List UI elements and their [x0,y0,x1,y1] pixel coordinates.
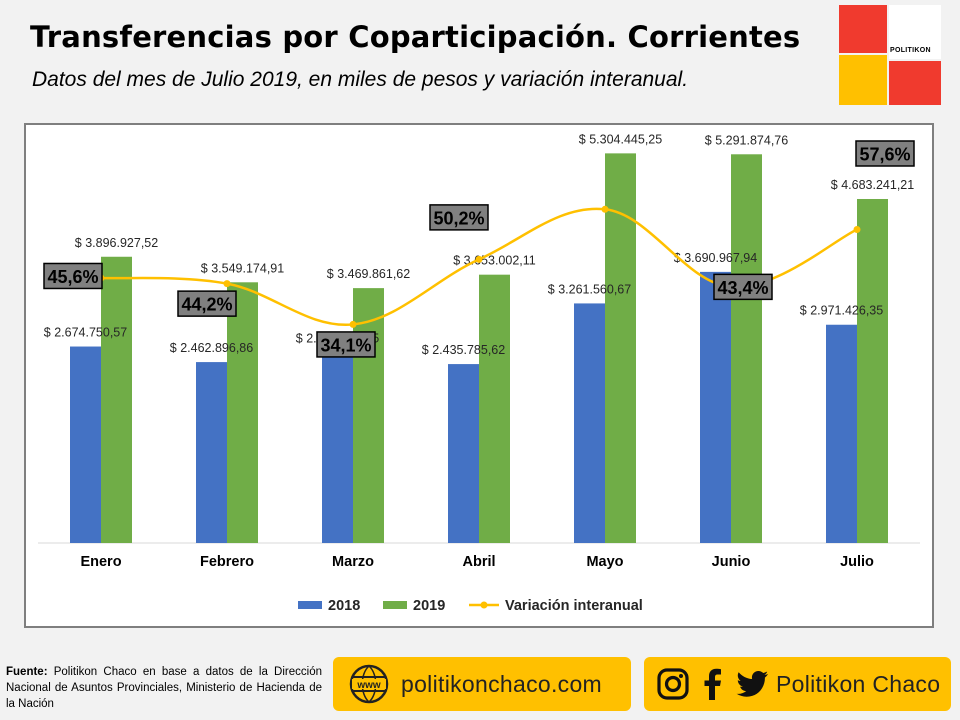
website-link[interactable]: politikonchaco.com [401,670,603,697]
variation-label: 50,2% [433,208,484,228]
variation-label: 43,4% [717,278,768,298]
logo-square-red [839,5,887,53]
bar-2019 [353,288,384,543]
data-label-2018: $ 2.674.750,57 [44,326,127,340]
x-tick-label: Mayo [586,554,623,570]
variation-point [601,205,609,213]
instagram-icon[interactable] [656,667,690,701]
bar-2019 [479,274,510,543]
bar-2018 [196,362,227,543]
variation-point [223,280,231,288]
bar-2018 [322,352,353,543]
variation-label: 57,6% [859,144,910,164]
data-label-2019: $ 5.304.445,25 [579,132,662,146]
variation-label-box [429,204,489,231]
facebook-icon[interactable] [696,667,730,701]
x-tick-label: Enero [80,554,121,570]
bar-2018 [574,303,605,543]
bar-2018 [700,271,731,543]
bar-2019 [101,256,132,543]
data-label-2018: $ 3.690.967,94 [674,251,757,265]
variation-point [475,255,483,263]
variation-label: 44,2% [181,295,232,315]
x-tick-label: Junio [712,554,751,570]
bar-2018 [70,346,101,543]
legend-label-2019: 2019 [413,598,445,614]
variation-label: 34,1% [320,335,371,355]
social-name[interactable]: Politikon Chaco [776,670,941,697]
data-label-2018: $ 3.261.560,67 [548,282,631,296]
chart-svg: $ 2.674.750,57 $ 3.896.927,52 $ 2.462.896,… [38,132,920,614]
data-label-2019: $ 3.896.927,52 [75,236,158,250]
variation-point [853,225,861,233]
data-label-2019: $ 3.549.174,91 [201,261,284,275]
data-label-2018: $ 2.971.426,35 [800,304,883,318]
source-text: Politikon Chaco en base a datos de la Di… [6,666,322,710]
variation-label: 45,6% [47,267,98,287]
logo-text: POLITIKON [890,47,931,54]
x-tick-label: Julio [840,554,874,570]
data-label-2018: $ 2.462.896,86 [170,341,253,355]
chart-area: $ 2.674.750,57 $ 3.896.927,52 $ 2.462.896,… [24,123,934,628]
variation-label-box [316,331,376,358]
chart-title: Transferencias por Coparticipación. Corr… [30,20,801,54]
x-tick-label: Abril [462,554,495,570]
legend-swatch-2018 [298,601,322,609]
website-pill[interactable]: www politikonchaco.com [333,657,631,711]
twitter-icon[interactable] [736,667,770,701]
legend-swatch-2019 [383,601,407,609]
bar-2019 [857,198,888,544]
variation-label-box [713,273,773,301]
logo-square-white [889,5,941,59]
source-note: Fuente: Politikon Chaco en base a datos … [6,664,322,712]
bar-2018 [826,324,857,543]
chart-subtitle: Datos del mes de Julio 2019, en miles de… [32,68,689,91]
bar-2019 [605,153,636,543]
legend-label-variation: Variación interanual [505,598,643,614]
data-label-2019: $ 3.469.861,62 [327,267,410,281]
legend-label-2018: 2018 [328,598,360,614]
source-label: Fuente: [6,666,48,678]
logo-square-red-2 [889,61,941,105]
x-tick-label: Febrero [200,554,254,570]
variation-point [349,320,357,328]
legend-marker-variation [480,601,488,609]
x-tick-label: Marzo [332,554,374,570]
www-icon-text: www [356,680,381,691]
social-pill[interactable]: Politikon Chaco [644,657,951,711]
data-label-2018: $ 2.435.785,62 [422,343,505,357]
data-label-2019: $ 3.653.002,11 [453,254,536,268]
variation-label-box [177,290,237,317]
bar-2018 [448,364,479,543]
globe-icon: www [349,664,389,704]
data-label-2019: $ 5.291.874,76 [705,133,788,147]
variation-label-box [43,262,103,290]
variation-label-box [855,140,915,167]
politikon-logo: POLITIKON [839,5,941,105]
bar-2019 [227,282,258,543]
bar-2019 [731,154,762,543]
data-label-2019: $ 4.683.241,21 [831,178,914,192]
logo-square-yellow [839,55,887,105]
